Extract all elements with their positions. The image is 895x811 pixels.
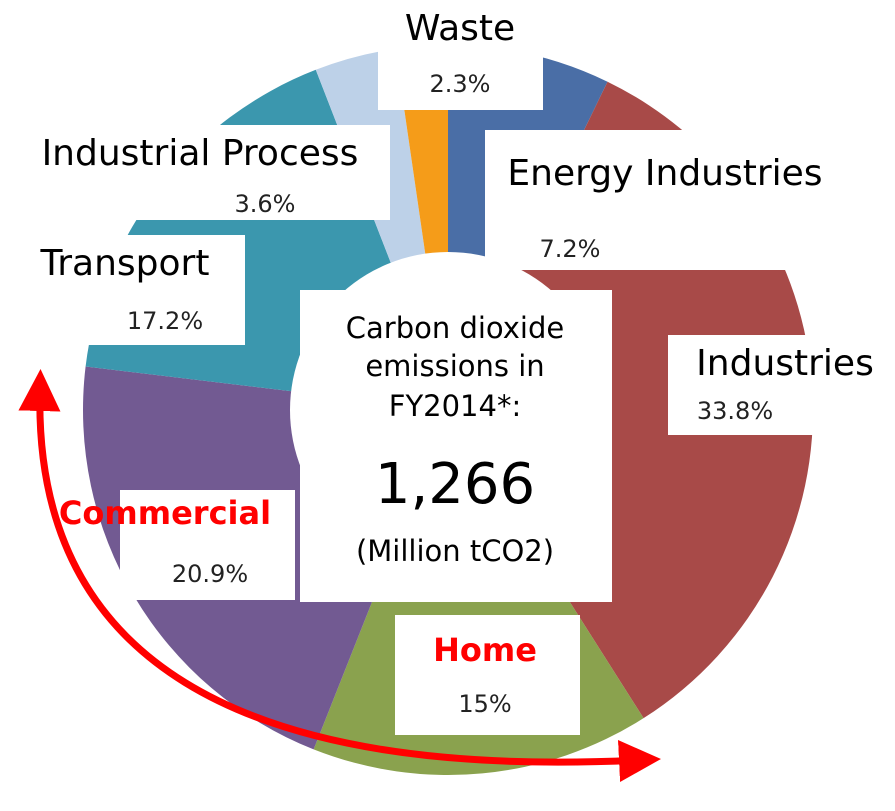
value-label: 2.3% bbox=[430, 70, 491, 98]
center-text: Carbon dioxide bbox=[346, 311, 564, 345]
category-label: Home bbox=[433, 631, 537, 669]
label-box bbox=[20, 235, 245, 345]
category-label: Waste bbox=[405, 8, 515, 49]
category-label: Commercial bbox=[59, 494, 271, 532]
value-label: 17.2% bbox=[127, 307, 203, 335]
category-label: Transport bbox=[40, 243, 210, 284]
value-label: 15% bbox=[458, 690, 511, 718]
value-label: 7.2% bbox=[540, 235, 601, 263]
category-label: Industries bbox=[696, 343, 874, 384]
center-text: (Million tCO2) bbox=[356, 534, 554, 568]
label-box bbox=[378, 0, 543, 110]
value-label: 33.8% bbox=[697, 397, 773, 425]
category-label: Energy Industries bbox=[507, 153, 822, 194]
category-label: Industrial Process bbox=[42, 133, 359, 174]
value-label: 20.9% bbox=[172, 560, 248, 588]
label-box bbox=[20, 125, 390, 220]
label-box bbox=[668, 335, 883, 435]
center-text: 1,266 bbox=[375, 452, 535, 517]
arrow bbox=[18, 369, 661, 782]
center-text: FY2014*: bbox=[389, 389, 521, 423]
label-box bbox=[485, 130, 835, 270]
center-text: emissions in bbox=[365, 349, 544, 383]
value-label: 3.6% bbox=[235, 190, 296, 218]
